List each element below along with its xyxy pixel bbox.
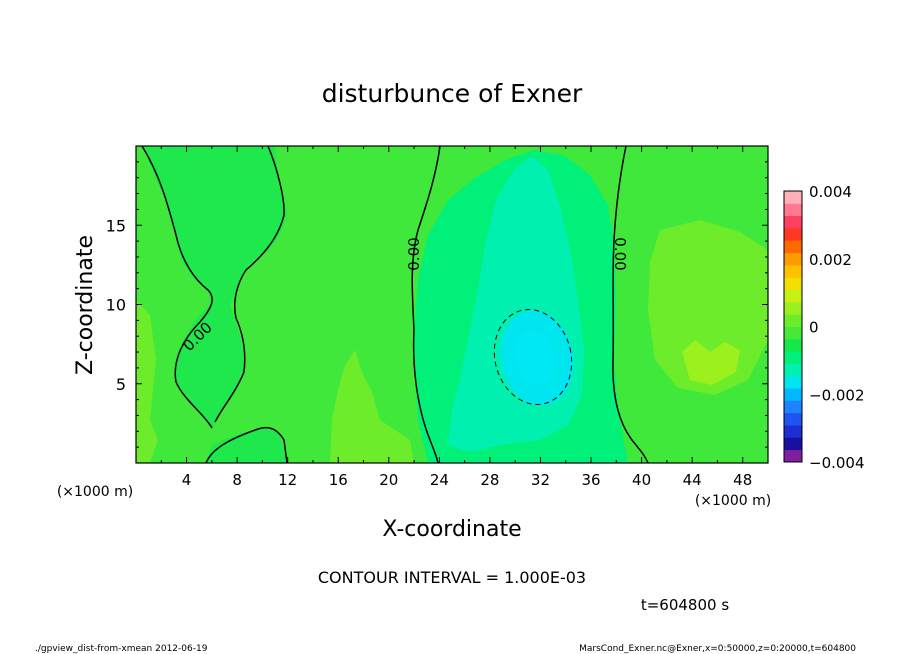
y-axis-ticks: 5 10 15 — [106, 161, 768, 448]
colorbar-swatch — [784, 215, 802, 229]
y-tick-label: 5 — [116, 375, 126, 394]
x-tick-label: 48 — [733, 471, 752, 489]
colorbar-swatch — [784, 277, 802, 290]
x-tick-label: 32 — [531, 471, 550, 489]
contour-interval: CONTOUR INTERVAL = 1.000E-03 — [318, 568, 586, 587]
colorbar-swatch — [784, 227, 802, 241]
colorbar-tick-label: 0 — [809, 319, 819, 337]
x-tick-label: 44 — [683, 471, 702, 489]
colorbar-swatch — [784, 437, 802, 451]
x-tick-label: 24 — [430, 471, 449, 489]
contour-left-bottom — [205, 426, 288, 463]
y-tick-label: 10 — [106, 296, 126, 315]
field-plume-core-inner — [514, 330, 556, 386]
colorbar-swatch — [784, 314, 802, 327]
y-tick-label: 15 — [106, 216, 126, 235]
y-axis-label: Z-coordinate — [73, 235, 98, 375]
colorbar-swatch — [784, 289, 802, 303]
x-tick-label: 28 — [480, 471, 499, 489]
x-tick-label: 16 — [329, 471, 348, 489]
contour-negative — [493, 309, 573, 405]
colorbar-swatch — [784, 388, 802, 401]
contour-left — [141, 146, 213, 429]
plot-area — [136, 146, 768, 463]
colorbar-swatch — [784, 338, 802, 352]
footer-left: ./gpview_dist-from-xmean 2012-06-19 — [35, 644, 208, 654]
colorbar-tick-label: 0.004 — [809, 183, 852, 201]
colorbar-swatch — [784, 449, 802, 463]
field-left-column — [142, 146, 287, 430]
contour-center — [411, 146, 441, 463]
colorbar-swatch — [784, 412, 802, 426]
colorbar-swatch — [784, 252, 802, 266]
contour-left-right — [214, 146, 285, 423]
colorbar-swatch — [784, 203, 802, 217]
colorbar-swatch — [784, 240, 802, 253]
colorbar-frame — [783, 190, 803, 463]
colorbar-labels: 0.004 0.002 0 −0.002 −0.004 — [809, 183, 865, 472]
colorbar-swatch — [784, 400, 802, 414]
x-tick-label: 40 — [632, 471, 651, 489]
colorbar-swatch — [784, 301, 802, 315]
x-axis-label: X-coordinate — [382, 517, 521, 542]
colorbar-swatch — [784, 375, 802, 389]
x-tick-label: 8 — [232, 471, 242, 489]
colorbar-swatch — [784, 363, 802, 377]
contour-label-center: 0.00 — [405, 237, 423, 270]
x-tick-label: 12 — [278, 471, 297, 489]
field-right-spot — [682, 340, 740, 385]
colorbar-swatch — [784, 425, 802, 438]
colorbar-swatch — [784, 326, 802, 340]
colorbar-swatch — [784, 191, 802, 204]
colorbar-tick-label: −0.002 — [809, 386, 865, 404]
contour-label-right: 0.00 — [611, 237, 629, 270]
chart-title: disturbunce of Exner — [322, 79, 583, 108]
colorbar-swatch — [784, 351, 802, 364]
x-unit-label: (×1000 m) — [695, 493, 771, 509]
field-mid-positive — [330, 350, 414, 463]
footer-right: MarsCond_Exner.nc@Exner,x=0:50000,z=0:20… — [579, 644, 856, 654]
field-left-bottom — [205, 428, 286, 463]
colorbar-tick-label: 0.002 — [809, 251, 852, 269]
y-unit-label: (×1000 m) — [57, 484, 133, 500]
x-tick-label: 36 — [581, 471, 600, 489]
x-axis-ticks: 4 8 12 16 20 24 28 32 36 40 44 48 — [160, 146, 752, 489]
time-label: t=604800 s — [641, 596, 729, 614]
x-tick-label: 20 — [379, 471, 398, 489]
colorbar — [784, 191, 802, 463]
colorbar-tick-label: −0.004 — [809, 454, 865, 472]
colorbar-swatch — [784, 264, 802, 278]
field-left-edge-positive — [136, 300, 158, 463]
contours — [141, 146, 649, 463]
x-tick-label: 4 — [182, 471, 192, 489]
contour-right — [612, 146, 649, 463]
